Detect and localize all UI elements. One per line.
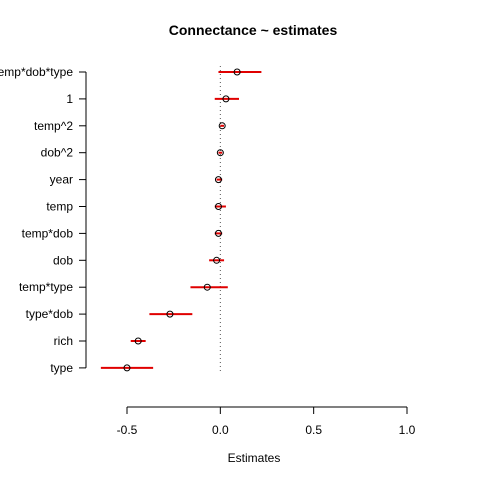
y-tick-label: rich bbox=[54, 334, 73, 348]
y-tick-label: temp*type bbox=[19, 280, 73, 294]
y-tick-label: temp*dob*type bbox=[0, 65, 73, 79]
y-tick-label: dob^2 bbox=[41, 146, 74, 160]
y-tick-label: temp bbox=[46, 200, 73, 214]
y-tick-label: dob bbox=[53, 253, 73, 267]
y-tick-label: year bbox=[50, 173, 73, 187]
y-tick-label: type bbox=[50, 361, 73, 375]
x-tick-label: -0.5 bbox=[117, 423, 138, 437]
y-axis: temp*dob*type 1 temp^2 dob^2 year temp temp*do… bbox=[0, 65, 86, 375]
y-tick-label: temp^2 bbox=[34, 119, 73, 133]
y-tick-label: type*dob bbox=[26, 307, 74, 321]
x-tick-label: 1.0 bbox=[399, 423, 416, 437]
x-axis: -0.5 0.0 0.5 1.0 bbox=[117, 407, 416, 437]
y-tick-label: 1 bbox=[66, 92, 73, 106]
x-tick-label: 0.5 bbox=[305, 423, 322, 437]
estimate-marks bbox=[101, 69, 262, 371]
y-tick-label: temp*dob bbox=[22, 226, 74, 240]
chart-title: Connectance ~ estimates bbox=[169, 22, 338, 38]
x-axis-title: Estimates bbox=[228, 451, 281, 465]
x-tick-label: 0.0 bbox=[212, 423, 229, 437]
